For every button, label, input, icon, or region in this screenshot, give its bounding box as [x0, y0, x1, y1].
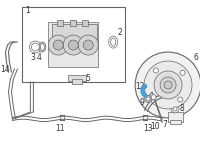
Circle shape — [135, 52, 200, 118]
Circle shape — [164, 81, 172, 89]
Bar — [57, 20, 63, 26]
Circle shape — [178, 97, 183, 102]
Bar — [168, 112, 183, 122]
Text: 2: 2 — [118, 28, 123, 37]
Ellipse shape — [40, 44, 44, 51]
Text: 13: 13 — [143, 124, 153, 133]
Bar — [48, 22, 98, 67]
Text: 1: 1 — [25, 6, 30, 15]
Circle shape — [154, 71, 182, 99]
Circle shape — [48, 35, 68, 55]
Text: 3: 3 — [30, 52, 35, 62]
Circle shape — [160, 77, 176, 93]
Ellipse shape — [39, 42, 46, 52]
Bar — [82, 20, 88, 26]
Circle shape — [53, 40, 63, 50]
Text: 10: 10 — [150, 122, 160, 131]
Circle shape — [144, 61, 192, 109]
Bar — [52, 24, 97, 39]
Circle shape — [153, 68, 158, 73]
Bar — [22, 7, 125, 82]
Ellipse shape — [111, 38, 116, 46]
Text: 9: 9 — [140, 98, 145, 107]
Bar — [70, 20, 76, 26]
Text: 12: 12 — [135, 82, 145, 91]
Bar — [68, 75, 86, 81]
Circle shape — [180, 70, 185, 75]
Circle shape — [63, 35, 83, 55]
Text: 8: 8 — [180, 104, 184, 113]
Circle shape — [78, 35, 98, 55]
Circle shape — [146, 97, 150, 101]
Text: 14: 14 — [1, 65, 10, 74]
Circle shape — [68, 40, 78, 50]
Circle shape — [145, 95, 152, 102]
Bar — [170, 120, 181, 124]
Text: 4: 4 — [37, 52, 42, 62]
Polygon shape — [141, 84, 147, 97]
Circle shape — [173, 107, 177, 111]
Circle shape — [151, 95, 156, 100]
Circle shape — [83, 40, 93, 50]
Circle shape — [31, 43, 39, 51]
Text: 6: 6 — [194, 52, 198, 62]
Bar — [72, 79, 82, 84]
Text: 7: 7 — [163, 120, 168, 129]
Text: 11: 11 — [56, 124, 65, 133]
Text: 5: 5 — [86, 75, 91, 83]
Circle shape — [171, 105, 179, 113]
